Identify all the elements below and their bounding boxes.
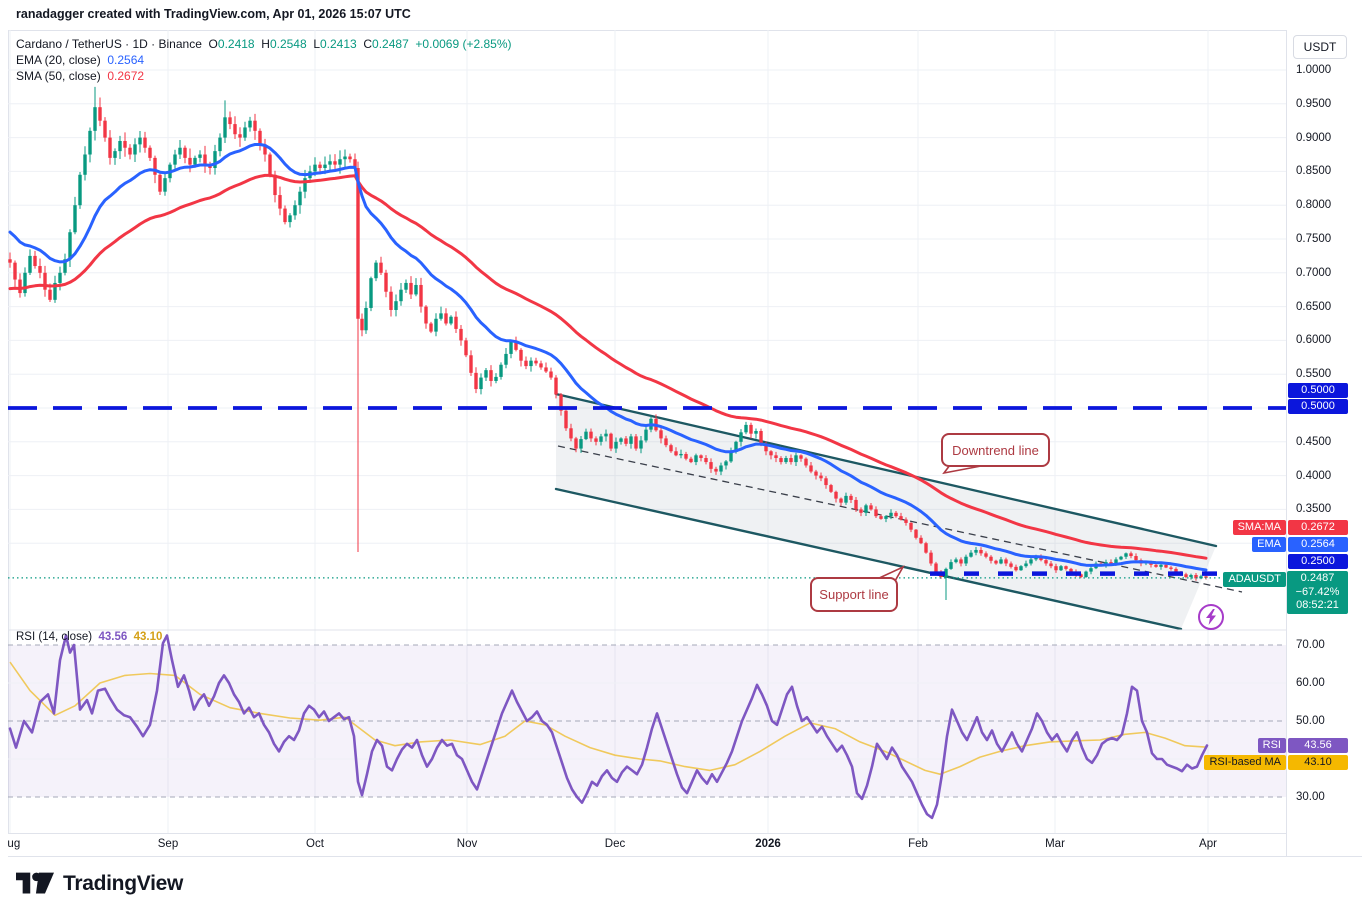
rsi-tick: 30.00 bbox=[1296, 791, 1325, 803]
time-label: Nov bbox=[456, 838, 478, 850]
open-label: O bbox=[208, 37, 218, 51]
price-tick: 1.0000 bbox=[1296, 64, 1332, 76]
downtrend-line-label: Downtrend line bbox=[952, 442, 1039, 458]
rsi-tick: 60.00 bbox=[1296, 677, 1325, 689]
tradingview-logo[interactable]: TradingView bbox=[16, 872, 183, 896]
last-price-badge: 0.2487 −67.42% 08:52:21 bbox=[1287, 571, 1348, 614]
price-tick: 0.6500 bbox=[1296, 300, 1332, 313]
low-value: 0.2413 bbox=[320, 37, 357, 51]
downtrend-line-callout[interactable]: Downtrend line bbox=[941, 433, 1050, 467]
countdown-value: 08:52:21 bbox=[1296, 599, 1339, 611]
chart-frame bbox=[0, 30, 1362, 856]
rsi-tick: 50.00 bbox=[1296, 715, 1325, 727]
open-value: 0.2418 bbox=[217, 37, 255, 51]
attribution-text: ranadagger created with TradingView.com,… bbox=[16, 7, 411, 21]
price-tick: 0.3500 bbox=[1296, 503, 1332, 516]
change-pct-value: −67.42% bbox=[1295, 585, 1340, 598]
sma-legend-row[interactable]: SMA (50, close) 0.2672 bbox=[16, 69, 144, 83]
rsi-ma-value-badge: 43.10 bbox=[1288, 755, 1348, 770]
symbol-title[interactable]: Cardano / TetherUS · 1D · Binance bbox=[16, 37, 202, 51]
change-value: +0.0069 (+2.85%) bbox=[415, 37, 512, 51]
price-tick: 0.8500 bbox=[1296, 165, 1332, 178]
frame-left-border bbox=[8, 30, 9, 856]
price-tick: 0.8000 bbox=[1296, 199, 1332, 212]
rsi-ma-float-label: RSI-based MA bbox=[1204, 755, 1286, 770]
rsi-ma-value: 43.10 bbox=[133, 631, 163, 643]
ema-float-label: EMA bbox=[1252, 537, 1286, 552]
close-label: C bbox=[363, 37, 373, 51]
ema-label[interactable]: EMA (20, close) bbox=[16, 53, 101, 67]
high-value: 0.2548 bbox=[269, 37, 307, 51]
price-tick: 0.9000 bbox=[1296, 131, 1332, 144]
time-label: Mar bbox=[1045, 838, 1065, 850]
ema-value-badge: 0.2564 bbox=[1288, 537, 1348, 552]
rsi-float-label: RSI bbox=[1257, 738, 1286, 753]
flash-icon[interactable] bbox=[1198, 604, 1224, 630]
brand-text: TradingView bbox=[63, 872, 184, 895]
time-label: Aug bbox=[8, 838, 21, 850]
sma-label[interactable]: SMA (50, close) bbox=[16, 69, 101, 83]
currency-button[interactable]: USDT bbox=[1293, 35, 1347, 59]
rsi-legend-row[interactable]: RSI (14, close) 43.56 43.10 bbox=[16, 631, 162, 643]
time-label: 2026 bbox=[755, 838, 781, 850]
ema-legend-row[interactable]: EMA (20, close) 0.2564 bbox=[16, 53, 144, 67]
sma-float-label: SMA:MA bbox=[1232, 520, 1286, 535]
time-label: Oct bbox=[306, 838, 324, 850]
high-label: H bbox=[261, 37, 270, 51]
low-label: L bbox=[313, 37, 320, 51]
time-axis[interactable]: Aug Sep Oct Nov Dec 2026 Feb Mar Apr bbox=[8, 834, 1286, 856]
time-label: Dec bbox=[604, 838, 626, 850]
support-line-label: Support line bbox=[819, 587, 889, 602]
price-tick: 0.9500 bbox=[1296, 97, 1332, 110]
time-label: Sep bbox=[157, 838, 179, 850]
chart-canvas[interactable] bbox=[8, 30, 1286, 856]
price-tick: 0.7000 bbox=[1296, 266, 1332, 279]
price-tick: 0.7500 bbox=[1296, 233, 1332, 245]
rsi-tick: 70.00 bbox=[1296, 639, 1325, 651]
price-tick: 0.4500 bbox=[1296, 435, 1332, 448]
tradingview-mark-icon bbox=[16, 872, 54, 894]
price-tick: 0.5500 bbox=[1296, 368, 1332, 381]
frame-top-border bbox=[8, 30, 1362, 31]
time-label: Feb bbox=[908, 838, 928, 850]
level-0500-badge-a: 0.5000 bbox=[1288, 383, 1348, 398]
time-axis-separator bbox=[8, 833, 1362, 834]
level-0500-badge-b: 0.5000 bbox=[1288, 399, 1348, 414]
level-0250-badge: 0.2500 bbox=[1288, 554, 1348, 569]
support-line-callout[interactable]: Support line bbox=[810, 577, 898, 612]
rsi-label[interactable]: RSI (14, close) bbox=[16, 631, 93, 643]
last-price-value: 0.2487 bbox=[1300, 572, 1335, 584]
symbol-legend-row[interactable]: Cardano / TetherUS · 1D · Binance O0.241… bbox=[16, 37, 512, 51]
lightning-bolt-icon bbox=[1206, 609, 1216, 625]
rsi-value-badge: 43.56 bbox=[1288, 738, 1348, 753]
footer: TradingView bbox=[0, 857, 1362, 919]
sma-value: 0.2672 bbox=[107, 69, 145, 83]
frame-bottom-border bbox=[8, 856, 1362, 857]
rsi-value: 43.56 bbox=[98, 631, 128, 643]
symbol-float-label: ADAUSDT bbox=[1223, 572, 1286, 587]
ema-value: 0.2564 bbox=[107, 53, 145, 67]
sma-value-badge: 0.2672 bbox=[1288, 520, 1348, 535]
price-axis-separator bbox=[1286, 30, 1287, 856]
price-tick: 0.4000 bbox=[1296, 469, 1332, 482]
price-tick: 0.6000 bbox=[1296, 334, 1332, 347]
price-axis[interactable]: USDT 1.0000 0.9500 0.9000 0.8500 0.8000 0.750… bbox=[1287, 30, 1362, 856]
close-value: 0.2487 bbox=[372, 37, 409, 51]
time-label: Apr bbox=[1199, 838, 1217, 850]
